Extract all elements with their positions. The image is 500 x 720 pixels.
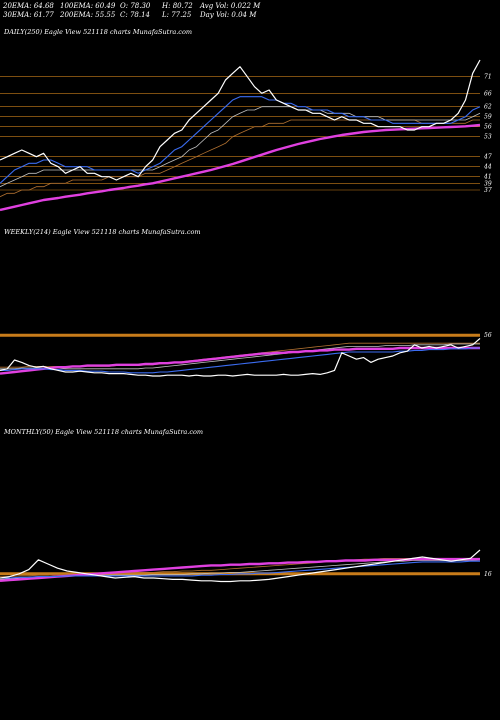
monthly-title: MONTHLY(50) Eagle View 521118 charts Mun… — [4, 428, 204, 436]
monthly-ema-short-line — [0, 560, 480, 579]
daily-level-label: 62 — [484, 104, 492, 111]
stats-header: 20EMA: 64.68 100EMA: 60.49 O: 78.30 H: 8… — [0, 0, 500, 22]
ema30-stat: 30EMA: 61.77 — [3, 11, 54, 19]
daily-level-label: 56 — [484, 124, 492, 131]
ema200-stat: 200EMA: 55.55 — [60, 11, 116, 19]
daily-level-label: 59 — [484, 114, 492, 121]
monthly-level-label: 16 — [484, 571, 492, 578]
daily-level-label: 39 — [484, 180, 492, 187]
daily-level-label: 44 — [483, 164, 492, 171]
daily-level-label: 71 — [484, 74, 492, 81]
weekly-chart: 56 — [0, 332, 492, 377]
monthly-ema-200-line — [0, 557, 480, 582]
daily-title: DAILY(250) Eagle View 521118 charts Muna… — [4, 28, 193, 36]
daily-price-line — [0, 59, 481, 181]
weekly-level-label: 56 — [484, 332, 492, 339]
weekly-ema-200-line — [0, 346, 480, 375]
monthly-chart: 16 — [0, 549, 492, 583]
ema20-stat: 20EMA: 64.68 — [3, 2, 54, 10]
close-stat: C: 78.14 — [120, 11, 150, 19]
daily-level-label: 37 — [484, 187, 492, 194]
daily-level-label: 53 — [484, 134, 492, 141]
daily-ema-mid-line — [0, 106, 481, 188]
open-stat: O: 78.30 — [120, 2, 151, 10]
ema100-stat: 100EMA: 60.49 — [60, 2, 116, 10]
low-stat: L: 77.25 — [162, 11, 192, 19]
dayvol-stat: Day Vol: 0.04 M — [200, 11, 257, 19]
weekly-ema-short-line — [0, 347, 480, 374]
daily-level-label: 47 — [483, 154, 492, 161]
high-stat: H: 80.72 — [162, 2, 193, 10]
monthly-price-line — [0, 549, 481, 583]
daily-level-label: 41 — [483, 174, 492, 181]
avgvol-stat: Avg Vol: 0.022 M — [200, 2, 261, 10]
weekly-title: WEEKLY(214) Eagle View 521118 charts Mun… — [4, 228, 201, 236]
daily-ema-long-line — [0, 119, 480, 198]
daily-ema-200-line — [0, 123, 481, 212]
weekly-price-line — [0, 337, 481, 377]
weekly-ema-mid-line — [0, 343, 480, 370]
daily-level-label: 66 — [484, 90, 492, 97]
